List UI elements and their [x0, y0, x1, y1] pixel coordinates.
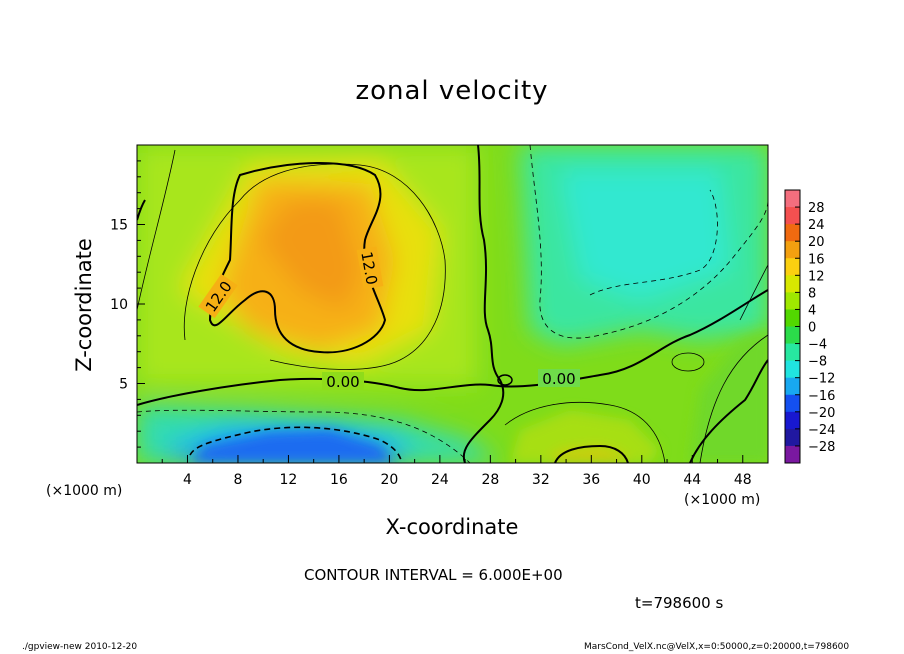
x-tick-label: 8 [233, 472, 242, 488]
x-tick-label: 44 [683, 472, 701, 488]
y-axis-ticks: 5 10 15 [110, 160, 145, 448]
x-unit-left: (×1000 m) [46, 483, 123, 499]
colorbar-swatch [785, 411, 800, 430]
chart-title: zonal velocity [355, 76, 549, 106]
colorbar-swatch [785, 343, 800, 362]
contour-0-right [689, 359, 768, 463]
contour-blob-2 [497, 374, 513, 386]
colorbar-label: 20 [808, 235, 825, 250]
contour-6-right2 [739, 264, 768, 321]
field-surface-positive-outer [510, 410, 660, 463]
x-tick-label: 16 [330, 472, 348, 488]
x-tick-label: 28 [481, 472, 499, 488]
contour-label-3: 0.00 [326, 373, 359, 391]
colorbar-label: 12 [808, 269, 825, 284]
colorbar-label: −28 [808, 440, 835, 455]
footer-left: ./gpview-new 2010-12-20 [22, 642, 138, 652]
colorbar-label: 28 [808, 201, 825, 216]
y-tick-label: 5 [119, 377, 128, 393]
colorbar-swatch [785, 428, 800, 447]
colorbar: 28 24 20 16 12 8 4 0 −4 −8 −12 −16 −20 −24 −28 [784, 189, 835, 464]
contour-label-4: 0.00 [542, 370, 575, 388]
colorbar-swatch [785, 207, 800, 225]
colorbar-label: −20 [808, 406, 835, 421]
contour-blob [671, 352, 705, 372]
colorbar-swatch [785, 258, 800, 276]
colorbar-swatch [785, 224, 800, 242]
field-jet-core [260, 200, 360, 310]
x-tick-label: 48 [734, 472, 752, 488]
field-negative-blue [190, 430, 395, 463]
colorbar-swatch [785, 445, 800, 464]
x-tick-label: 20 [380, 472, 398, 488]
x-tick-label: 24 [431, 472, 449, 488]
x-tick-label: 40 [633, 472, 651, 488]
contour-6-right [699, 334, 768, 463]
contour-6-surface [504, 401, 666, 463]
colorbar-swatch [785, 190, 800, 208]
x-tick-label: 36 [582, 472, 600, 488]
colorbar-label: −12 [808, 372, 835, 387]
time-label: t=798600 s [635, 594, 724, 612]
contour-6-left [137, 149, 176, 311]
colorbar-label: −4 [808, 338, 827, 353]
colorbar-label: 4 [808, 303, 816, 318]
y-tick-label: 15 [110, 218, 128, 234]
colorbar-label: 24 [808, 218, 825, 233]
contour-neg6-surface [137, 409, 471, 463]
colorbar-swatch [785, 377, 800, 396]
x-tick-label: 32 [532, 472, 550, 488]
x-unit-right: (×1000 m) [684, 492, 761, 508]
colorbar-label: −24 [808, 423, 835, 438]
colorbar-swatch [785, 292, 800, 310]
x-tick-label: 12 [280, 472, 298, 488]
field-negative-core [560, 170, 730, 300]
footer-right: MarsCond_VelX.nc@VelX,x=0:50000,z=0:2000… [584, 642, 850, 652]
contour-0-vertical [462, 145, 505, 463]
contour-6-jet [183, 163, 446, 370]
colorbar-swatch [785, 241, 800, 259]
contour-0-horizontal [137, 289, 768, 406]
colorbar-label: 0 [808, 321, 816, 336]
contour-neg6-inner [589, 189, 718, 296]
x-axis-ticks: 4 8 12 16 20 24 28 32 36 40 44 48 [161, 455, 752, 488]
y-axis-label: Z-coordinate [72, 238, 96, 372]
plot-area [137, 145, 768, 463]
contour-labels: 12.0 12.0 0.00 0.00 [198, 246, 580, 391]
colorbar-label: −16 [808, 389, 835, 404]
x-tick-label: 4 [183, 472, 192, 488]
contour-label-2: 12.0 [357, 250, 381, 286]
colorbar-label: −8 [808, 355, 827, 370]
colorbar-label: 16 [808, 252, 825, 267]
colorbar-swatch [785, 326, 800, 345]
x-axis-label: X-coordinate [385, 515, 519, 539]
contour-interval-text: CONTOUR INTERVAL = 6.000E+00 [304, 566, 563, 584]
colorbar-swatch [785, 275, 800, 293]
colorbar-swatch [785, 394, 800, 413]
y-tick-label: 10 [110, 297, 128, 313]
colorbar-swatch [785, 360, 800, 379]
colorbar-swatch [785, 309, 800, 327]
field-right-green [690, 330, 768, 463]
contour-neg12 [189, 426, 403, 463]
colorbar-label: 8 [808, 286, 816, 301]
contour-12-surface [554, 444, 629, 463]
